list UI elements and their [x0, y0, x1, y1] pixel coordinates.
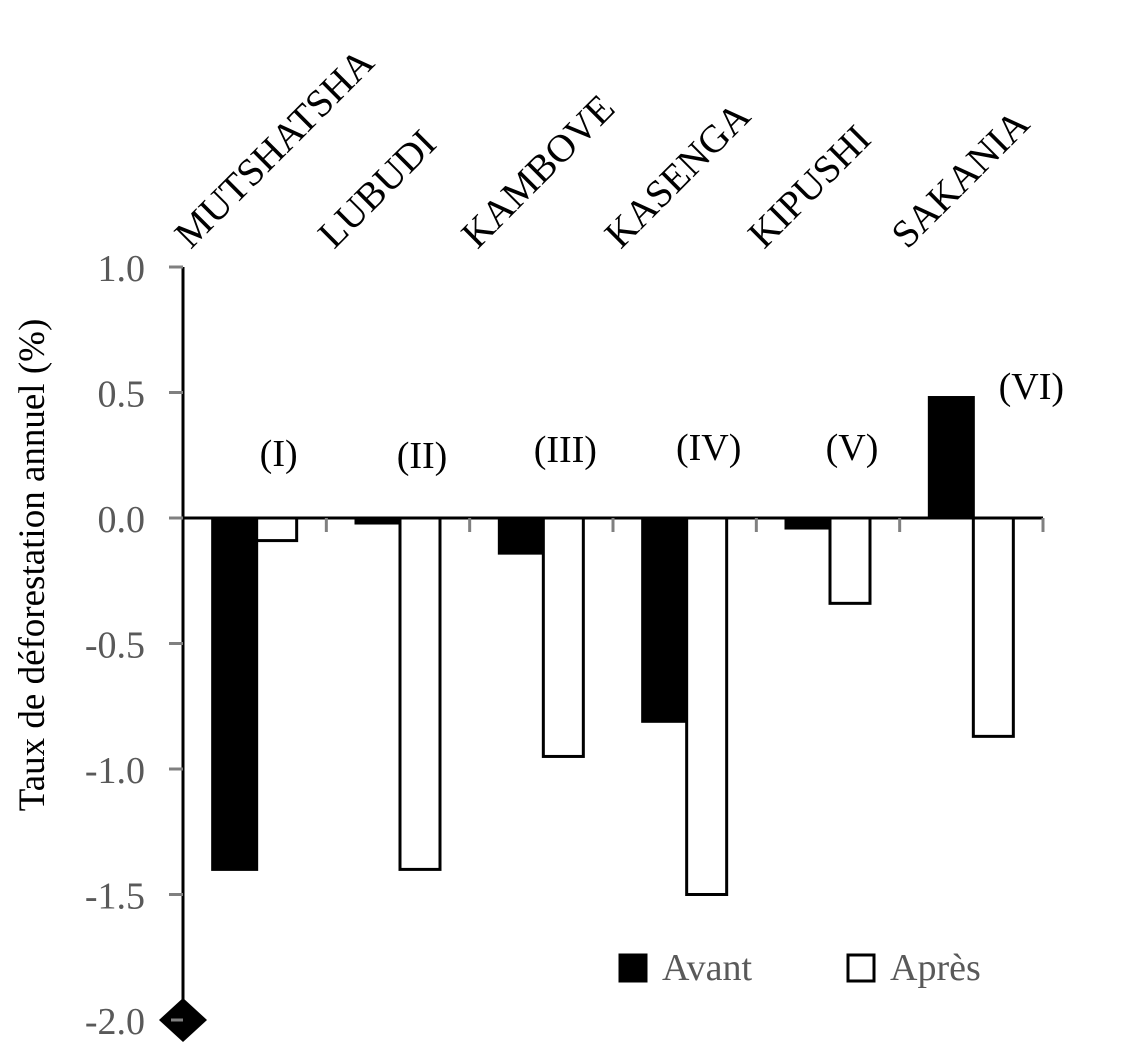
bar-aprs-kambove [541, 516, 585, 758]
bars [211, 396, 1015, 896]
y-tick-label: -2.0 [85, 1001, 145, 1043]
y-axis-label: Taux de déforestation annuel (%) [12, 319, 53, 812]
group-label: (I) [260, 433, 298, 475]
bar-avant-kipushi [784, 516, 832, 530]
y-tick-label: -1.5 [85, 876, 145, 918]
bar-avant-kambove [497, 516, 545, 555]
legend-swatch [846, 953, 876, 983]
bar-aprs-sakania [971, 516, 1015, 738]
category-label: LUBUDI [310, 122, 445, 257]
legend: Avant Après [618, 947, 981, 989]
bar-aprs-kasenga [685, 516, 729, 896]
y-tick-label: 0.0 [98, 499, 146, 541]
bar-aprs-lubudi [398, 516, 442, 871]
group-label: (VI) [999, 366, 1064, 408]
bar-avant-mutshatsha [211, 516, 259, 871]
y-tick-labels: 1.0 0.5 0.0 -0.5 -1.0 -1.5 -2.0 [85, 248, 145, 1043]
y-tick-label: 1.0 [98, 248, 146, 290]
y-tick-label: -1.0 [85, 750, 145, 792]
legend-label: Avant [662, 947, 752, 989]
legend-swatch [618, 953, 648, 983]
bar-aprs-kipushi [828, 516, 872, 605]
category-label: SAKANIA [883, 102, 1038, 257]
y-axis [159, 265, 207, 1042]
bar-avant-kasenga [641, 516, 689, 723]
group-labels: (I) (II) (III) (IV) (V) (VI) [260, 366, 1064, 477]
y-tick-label: 0.5 [98, 374, 146, 416]
legend-label: Après [890, 947, 981, 989]
group-label: (IV) [676, 427, 741, 469]
category-label: KAMBOVE [453, 87, 623, 257]
x-axis [183, 516, 1045, 532]
bar-aprs-mutshatsha [255, 516, 299, 543]
bar-avant-sakania [927, 396, 975, 520]
group-label: (III) [534, 429, 597, 471]
group-label: (II) [397, 435, 448, 477]
group-label: (V) [826, 427, 879, 469]
y-tick-label: -0.5 [85, 625, 145, 667]
category-label: KIPUSHI [740, 117, 879, 256]
